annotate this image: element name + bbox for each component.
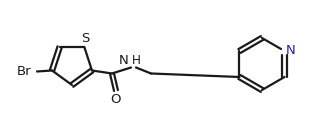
Text: N: N: [119, 54, 129, 67]
Text: N: N: [286, 44, 296, 56]
Text: S: S: [81, 32, 89, 44]
Text: H: H: [132, 54, 140, 67]
Text: O: O: [111, 93, 121, 107]
Text: Br: Br: [17, 65, 32, 78]
